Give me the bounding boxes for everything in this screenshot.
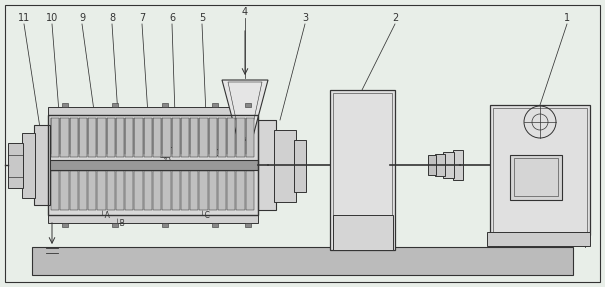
Bar: [209, 118, 217, 157]
Bar: [144, 118, 152, 157]
Text: └C: └C: [200, 210, 210, 220]
Bar: [48, 107, 258, 115]
Bar: [106, 118, 115, 157]
Bar: [212, 223, 218, 227]
Bar: [190, 171, 198, 210]
Bar: [245, 223, 251, 227]
Bar: [62, 103, 68, 107]
Bar: [125, 171, 134, 210]
Bar: [514, 158, 558, 196]
Bar: [510, 155, 562, 200]
Bar: [34, 125, 50, 205]
Bar: [88, 118, 96, 157]
Bar: [453, 150, 463, 180]
Bar: [97, 118, 106, 157]
Text: 2: 2: [392, 13, 398, 23]
Bar: [237, 171, 245, 210]
Bar: [227, 118, 235, 157]
Bar: [134, 118, 143, 157]
Bar: [333, 215, 393, 250]
Text: └A: └A: [100, 210, 110, 220]
Bar: [181, 171, 189, 210]
Bar: [79, 171, 87, 210]
Bar: [70, 171, 78, 210]
Bar: [237, 118, 245, 157]
Bar: [258, 120, 276, 210]
Bar: [245, 103, 251, 107]
Bar: [162, 171, 171, 210]
Bar: [51, 118, 59, 157]
Text: 5: 5: [199, 13, 205, 23]
Bar: [218, 118, 226, 157]
Text: 1: 1: [564, 13, 570, 23]
Text: 4: 4: [242, 7, 248, 17]
Bar: [162, 118, 171, 157]
Bar: [490, 105, 590, 235]
Bar: [294, 140, 306, 192]
Bar: [97, 171, 106, 210]
Bar: [435, 154, 445, 176]
Bar: [428, 155, 436, 175]
Bar: [48, 115, 258, 160]
Bar: [487, 232, 590, 246]
Bar: [330, 90, 395, 250]
Bar: [227, 171, 235, 210]
Bar: [162, 103, 168, 107]
Text: 6: 6: [169, 13, 175, 23]
Bar: [172, 171, 180, 210]
Bar: [493, 108, 587, 232]
Bar: [48, 170, 258, 215]
Text: →C: →C: [210, 148, 221, 158]
Bar: [32, 247, 573, 275]
Bar: [212, 103, 218, 107]
Bar: [116, 171, 124, 210]
Bar: [116, 118, 124, 157]
Text: 10: 10: [46, 13, 58, 23]
Text: 11: 11: [18, 13, 30, 23]
Bar: [60, 118, 68, 157]
Bar: [22, 133, 35, 198]
Bar: [200, 118, 208, 157]
Bar: [8, 143, 23, 188]
Text: 7: 7: [139, 13, 145, 23]
Bar: [48, 160, 258, 170]
Text: 9: 9: [79, 13, 85, 23]
Bar: [48, 215, 258, 223]
Bar: [218, 171, 226, 210]
Bar: [70, 118, 78, 157]
Polygon shape: [222, 80, 268, 140]
Bar: [209, 171, 217, 210]
Bar: [443, 152, 454, 178]
Text: →B: →B: [168, 144, 180, 152]
Bar: [51, 171, 59, 210]
Bar: [153, 171, 162, 210]
Bar: [62, 223, 68, 227]
Bar: [112, 103, 118, 107]
Bar: [181, 118, 189, 157]
Bar: [134, 171, 143, 210]
Text: 3: 3: [302, 13, 308, 23]
Text: →A: →A: [160, 154, 172, 162]
Bar: [162, 223, 168, 227]
Bar: [8, 155, 23, 177]
Bar: [200, 171, 208, 210]
Bar: [106, 171, 115, 210]
Bar: [112, 223, 118, 227]
Bar: [48, 115, 258, 215]
Bar: [246, 171, 254, 210]
Text: 8: 8: [109, 13, 115, 23]
Text: └B: └B: [115, 218, 125, 228]
Bar: [125, 118, 134, 157]
Bar: [88, 171, 96, 210]
Bar: [60, 171, 68, 210]
Bar: [246, 118, 254, 157]
Bar: [333, 93, 392, 247]
Bar: [153, 118, 162, 157]
Bar: [172, 118, 180, 157]
Bar: [144, 171, 152, 210]
Bar: [274, 130, 296, 202]
Bar: [190, 118, 198, 157]
Bar: [79, 118, 87, 157]
